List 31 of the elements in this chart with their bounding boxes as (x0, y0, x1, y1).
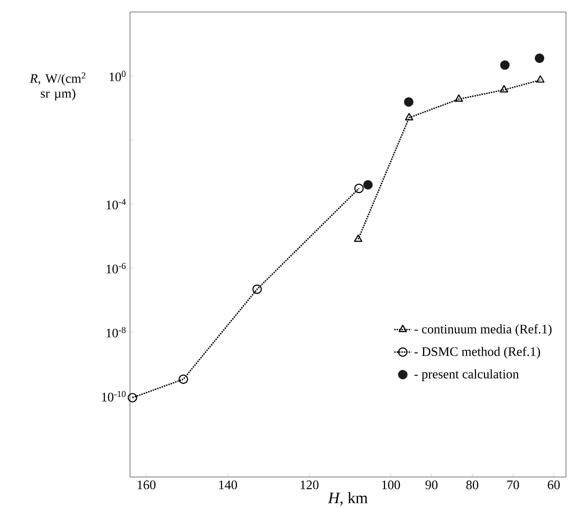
point (178, 374, 188, 384)
point (252, 284, 262, 294)
point (454, 94, 464, 102)
x-tick-label: 80 (466, 480, 478, 490)
point (128, 392, 138, 402)
point (500, 85, 508, 93)
legend-label: - present calculation (414, 369, 519, 382)
point (404, 97, 414, 107)
y-tick-label: 10$^{-6}$ (106, 262, 126, 274)
point (354, 184, 364, 194)
point (404, 112, 414, 120)
x-tick-label: 100 (382, 480, 400, 490)
text: R, W/(cm$^{2}$ sr µm) (30, 72, 86, 100)
point (536, 75, 545, 83)
point (534, 53, 544, 63)
x-tick-label: 140 (219, 480, 238, 490)
x-tick-label: 160 (138, 480, 156, 490)
x-tick-label: 60 (548, 480, 560, 490)
y-tick-label: 10$^{-4}$ (106, 198, 126, 210)
y-tick-label: 10$^{-10}$ (102, 390, 126, 402)
y-tick-label: 10$^{-8}$ (106, 326, 126, 338)
x-axis-title: H, km (328, 492, 368, 506)
point (500, 60, 510, 70)
x-tick-label: 70 (507, 480, 520, 490)
x-tick-label: 90 (425, 480, 438, 490)
point (354, 234, 362, 242)
x-tick-label: 120 (300, 480, 319, 490)
legend-label: - continuum media (Ref.1) (414, 324, 552, 336)
point (363, 180, 373, 190)
legend-label: - DSMC method (Ref.1) (414, 346, 540, 359)
y-tick-label: 10$^{0}$ (110, 70, 126, 82)
